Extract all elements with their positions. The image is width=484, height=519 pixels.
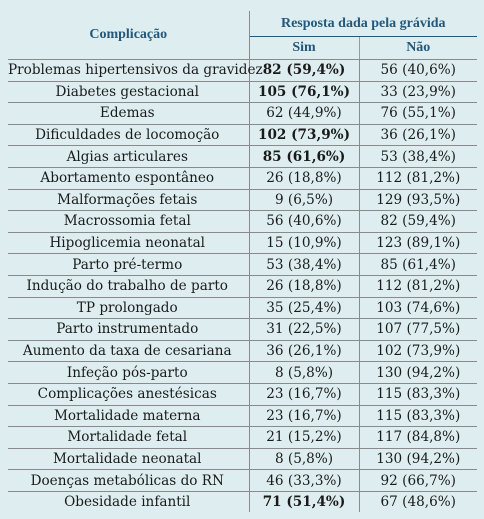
yes-value-cell: 82 (59,4%) — [249, 59, 360, 82]
complication-name-cell: Dificuldades de locomoção — [8, 124, 250, 147]
yes-value-cell: 105 (76,1%) — [249, 81, 360, 104]
complication-name-cell: Mortalidade neonatal — [8, 448, 250, 471]
yes-value-cell: 15 (10,9%) — [249, 232, 360, 255]
complication-name-cell: Abortamento espontâneo — [8, 167, 250, 190]
no-value-cell: 112 (81,2%) — [359, 275, 477, 298]
table-body: Problemas hipertensivos da gravidez 82 (5… — [8, 59, 477, 513]
table-row: Indução do trabalho de parto 26 (18,8%) 11… — [8, 275, 477, 298]
yes-value-cell: 9 (6,5%) — [249, 189, 360, 212]
no-value-cell: 117 (84,8%) — [359, 426, 477, 449]
complication-name-cell: Mortalidade fetal — [8, 426, 250, 449]
no-value-cell: 56 (40,6%) — [359, 59, 477, 82]
table-row: Macrossomia fetal 56 (40,6%) 82 (59,4%) — [8, 210, 477, 233]
complication-name-cell: Obesidade infantil — [8, 491, 250, 513]
yes-value-cell: 36 (26,1%) — [249, 340, 360, 363]
yes-value-cell: 62 (44,9%) — [249, 102, 360, 125]
no-value-cell: 85 (61,4%) — [359, 253, 477, 276]
table-row: Parto pré-termo 53 (38,4%) 85 (61,4%) — [8, 253, 477, 276]
no-value-cell: 129 (93,5%) — [359, 189, 477, 212]
complication-name-cell: Parto instrumentado — [8, 318, 250, 341]
complications-table: Complicação Resposta dada pela grávida S… — [8, 11, 477, 513]
yes-value-cell: 46 (33,3%) — [249, 469, 360, 492]
table-row: Parto instrumentado 31 (22,5%) 107 (77,5%) — [8, 318, 477, 341]
no-value-cell: 115 (83,3%) — [359, 405, 477, 428]
table-row: Abortamento espontâneo 26 (18,8%) 112 (81,… — [8, 167, 477, 190]
yes-value-cell: 26 (18,8%) — [249, 275, 360, 298]
no-value-cell: 102 (73,9%) — [359, 340, 477, 363]
complication-name-cell: Diabetes gestacional — [8, 81, 250, 104]
complication-name-cell: Edemas — [8, 102, 250, 125]
table-row: Mortalidade neonatal 8 (5,8%) 130 (94,2%) — [8, 448, 477, 471]
yes-value-cell: 31 (22,5%) — [249, 318, 360, 341]
yes-value-cell: 8 (5,8%) — [249, 361, 360, 384]
complication-name-cell: Mortalidade materna — [8, 405, 250, 428]
complication-name-cell: Algias articulares — [8, 145, 250, 168]
complication-name-cell: Problemas hipertensivos da gravidez — [8, 59, 263, 82]
yes-value-cell: 8 (5,8%) — [249, 448, 360, 471]
complication-name-cell: Aumento da taxa de cesariana — [8, 340, 250, 363]
yes-value-cell: 26 (18,8%) — [249, 167, 360, 190]
yes-value-cell: 23 (16,7%) — [249, 383, 360, 406]
table-row: Problemas hipertensivos da gravidez 82 (5… — [8, 59, 477, 82]
column-header-complication: Complicação — [8, 11, 250, 60]
yes-value-cell: 21 (15,2%) — [249, 426, 360, 449]
table-row: Malformações fetais 9 (6,5%) 129 (93,5%) — [8, 189, 477, 212]
no-value-cell: 67 (48,6%) — [380, 494, 456, 511]
table-row: Obesidade infantil 71 (51,4%) 67 (48,6%) — [8, 491, 477, 513]
no-value-cell: 76 (55,1%) — [359, 102, 477, 125]
table-row: TP prolongado 35 (25,4%) 103 (74,6%) — [8, 297, 477, 320]
complication-name-cell: Doenças metabólicas do RN — [8, 469, 250, 492]
no-value-cell: 115 (83,3%) — [359, 383, 477, 406]
complication-name-cell: Complicações anestésicas — [8, 383, 250, 406]
yes-value-cell: 23 (16,7%) — [249, 405, 360, 428]
no-value-cell: 53 (38,4%) — [359, 145, 477, 168]
no-value-cell: 130 (94,2%) — [359, 361, 477, 384]
table-row: Algias articulares 85 (61,6%) 53 (38,4%) — [8, 145, 477, 168]
table-row: Hipoglicemia neonatal 15 (10,9%) 123 (89,1… — [8, 232, 477, 255]
table-row: Infeção pós-parto 8 (5,8%) 130 (94,2%) — [8, 361, 477, 384]
table-row: Mortalidade fetal 21 (15,2%) 117 (84,8%) — [8, 426, 477, 449]
no-value-cell: 103 (74,6%) — [359, 297, 477, 320]
table-row: Edemas 62 (44,9%) 76 (55,1%) — [8, 102, 477, 125]
complication-name-cell: Parto pré-termo — [8, 253, 250, 276]
yes-value-cell: 53 (38,4%) — [249, 253, 360, 276]
complication-name-cell: Macrossomia fetal — [8, 210, 250, 233]
complication-name-cell: Indução do trabalho de parto — [8, 275, 250, 298]
column-header-yes: Sim — [249, 36, 360, 60]
table-row: Aumento da taxa de cesariana 36 (26,1%) 10… — [8, 340, 477, 363]
no-value-cell: 36 (26,1%) — [359, 124, 477, 147]
yes-value-cell: 71 (51,4%) — [249, 491, 360, 513]
yes-value-cell: 35 (25,4%) — [249, 297, 360, 320]
complication-name-cell: Malformações fetais — [8, 189, 250, 212]
yes-value-cell: 85 (61,6%) — [249, 145, 360, 168]
no-value-cell: 33 (23,9%) — [359, 81, 477, 104]
no-value-cell: 130 (94,2%) — [359, 448, 477, 471]
no-value-cell: 92 (66,7%) — [359, 469, 477, 492]
no-value-cell: 112 (81,2%) — [359, 167, 477, 190]
table-row: Doenças metabólicas do RN 46 (33,3%) 92 (6… — [8, 469, 477, 492]
yes-value-cell: 102 (73,9%) — [249, 124, 360, 147]
table-row: Complicações anestésicas 23 (16,7%) 115 (8… — [8, 383, 477, 406]
complication-name-cell: Infeção pós-parto — [8, 361, 250, 384]
table-row: Mortalidade materna 23 (16,7%) 115 (83,3%) — [8, 405, 477, 428]
yes-value-cell: 56 (40,6%) — [249, 210, 360, 233]
column-group-header-response: Resposta dada pela grávida — [249, 11, 477, 37]
no-value-cell: 123 (89,1%) — [359, 232, 477, 255]
no-value-cell: 82 (59,4%) — [359, 210, 477, 233]
complication-name-cell: TP prolongado — [8, 297, 250, 320]
table-row: Dificuldades de locomoção 102 (73,9%) 36 (… — [8, 124, 477, 147]
complication-name-cell: Hipoglicemia neonatal — [8, 232, 250, 255]
table-row: Diabetes gestacional 105 (76,1%) 33 (23,9%… — [8, 81, 477, 104]
no-value-cell: 107 (77,5%) — [359, 318, 477, 341]
column-header-no: Não — [359, 36, 477, 60]
